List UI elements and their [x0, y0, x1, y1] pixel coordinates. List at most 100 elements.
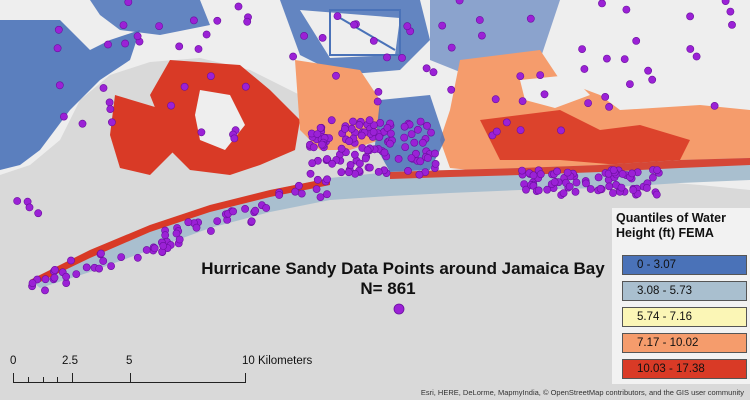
data-point: [516, 72, 525, 80]
data-point: [603, 54, 611, 63]
data-point: [710, 102, 719, 110]
data-point: [247, 217, 256, 226]
data-point: [416, 157, 425, 166]
data-point: [197, 128, 206, 137]
map-title-line2: N= 861: [360, 279, 416, 298]
legend-item-4: 10.03 - 17.38: [622, 359, 747, 379]
data-point: [401, 143, 410, 151]
data-point: [206, 227, 215, 235]
legend-item-label: 0 - 3.07: [637, 259, 676, 271]
data-point: [628, 169, 636, 178]
data-point: [626, 80, 634, 88]
data-point: [536, 71, 545, 79]
legend-item-1: 3.08 - 5.73: [622, 281, 747, 301]
data-point: [108, 118, 116, 127]
data-point: [13, 197, 22, 205]
data-point: [306, 169, 315, 178]
data-point: [559, 189, 568, 197]
data-point: [383, 124, 392, 132]
data-point: [398, 54, 406, 62]
data-point: [25, 203, 34, 212]
flood-zone-blue-nw: [0, 20, 140, 170]
data-point: [316, 193, 325, 201]
data-point: [648, 75, 657, 84]
data-point: [297, 189, 306, 198]
data-point: [229, 207, 237, 216]
data-point: [99, 84, 108, 92]
data-point: [410, 138, 419, 147]
data-point: [571, 187, 580, 196]
data-point: [350, 20, 358, 29]
data-point: [243, 17, 252, 26]
data-point: [192, 223, 201, 232]
data-point: [447, 43, 456, 52]
legend: Quantiles of Water Height (ft) FEMA 0 - …: [612, 208, 750, 384]
data-point: [686, 12, 694, 21]
data-point: [262, 204, 271, 212]
data-point: [423, 121, 431, 130]
data-point: [55, 81, 64, 90]
data-point: [502, 118, 511, 127]
data-point: [82, 263, 91, 272]
data-point: [431, 159, 440, 168]
data-point: [313, 130, 322, 138]
data-point: [294, 181, 303, 190]
data-point: [167, 101, 175, 110]
data-point: [423, 154, 432, 162]
scale-tick-1: 2.5: [62, 355, 78, 367]
data-point: [251, 206, 260, 215]
data-point: [161, 231, 170, 240]
data-point: [475, 16, 484, 24]
data-point: [309, 143, 318, 152]
data-point: [526, 14, 535, 23]
data-point: [529, 171, 538, 180]
data-point: [598, 0, 606, 8]
data-point: [175, 235, 184, 244]
legend-item-0: 0 - 3.07: [622, 255, 747, 275]
legend-item-label: 7.17 - 10.02: [637, 337, 699, 349]
data-point: [121, 39, 129, 48]
data-point: [289, 52, 297, 61]
data-point: [275, 191, 284, 199]
data-point: [386, 139, 394, 148]
data-point: [605, 182, 614, 191]
legend-item-label: 3.08 - 5.73: [637, 285, 692, 297]
data-point: [518, 97, 527, 105]
data-point: [234, 2, 243, 11]
data-point: [50, 273, 59, 282]
data-point: [422, 64, 431, 73]
data-point: [213, 217, 222, 225]
data-point: [365, 116, 374, 125]
data-point: [536, 170, 545, 179]
legend-title: Quantiles of Water Height (ft) FEMA: [612, 208, 750, 241]
data-point: [415, 170, 424, 179]
legend-title-line2: Height (ft) FEMA: [616, 226, 714, 240]
data-point: [416, 117, 425, 126]
data-point: [41, 275, 50, 284]
data-point: [124, 0, 133, 6]
data-point: [180, 82, 189, 91]
data-point: [386, 129, 395, 138]
data-point: [620, 55, 629, 63]
data-point: [97, 249, 105, 258]
data-point: [609, 166, 618, 174]
data-point: [337, 144, 346, 153]
data-point: [572, 178, 581, 187]
data-point: [580, 65, 589, 73]
data-point: [586, 185, 595, 193]
data-point: [53, 44, 62, 53]
data-point: [557, 126, 565, 135]
data-point: [340, 124, 349, 133]
data-point: [455, 0, 464, 5]
data-point: [230, 134, 239, 143]
data-point: [323, 175, 331, 184]
data-point: [333, 12, 342, 20]
data-point: [355, 121, 364, 129]
data-point: [60, 112, 68, 121]
data-point: [369, 37, 378, 45]
data-point: [194, 45, 203, 53]
data-point: [344, 168, 353, 177]
legend-item-label: 10.03 - 17.38: [637, 363, 705, 375]
